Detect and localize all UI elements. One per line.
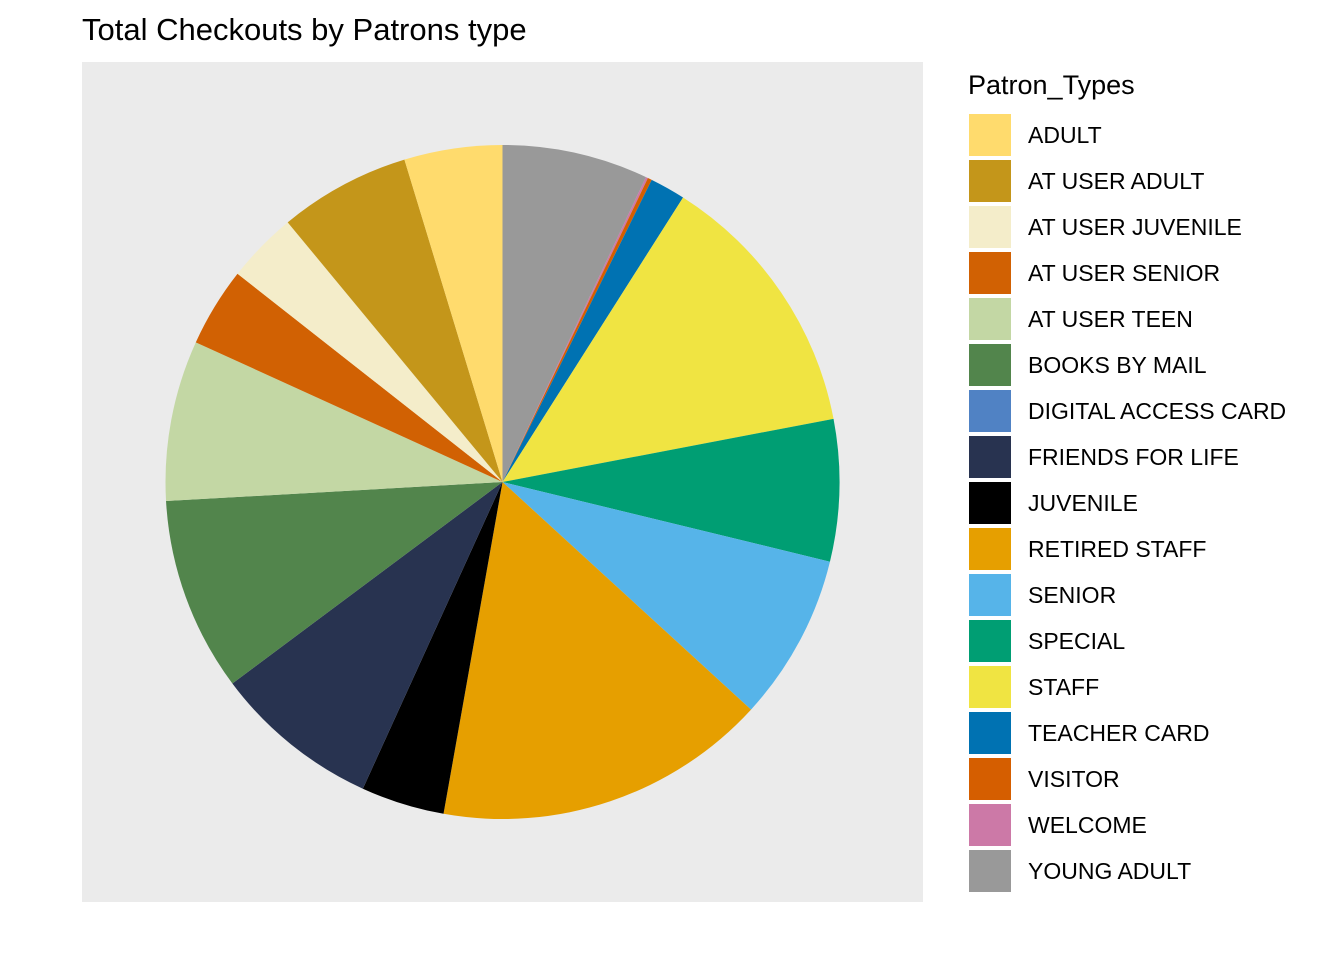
- legend-key-senior: [969, 574, 1011, 616]
- pie-slice-special: [502, 418, 840, 562]
- legend-label: AT USER JUVENILE: [1028, 214, 1242, 240]
- legend-key-welcome: [969, 804, 1011, 846]
- pie-chart: [165, 145, 840, 819]
- legend-item-retired-staff: RETIRED STAFF: [968, 526, 1286, 572]
- legend-label: JUVENILE: [1028, 490, 1138, 516]
- legend-key-staff: [969, 666, 1011, 708]
- pie-slice-at-user-teen: [165, 342, 503, 502]
- legend-item-at-user-juvenile: AT USER JUVENILE: [968, 204, 1286, 250]
- pie-slice-retired-staff: [443, 482, 752, 819]
- legend-label: VISITOR: [1028, 766, 1120, 792]
- legend-key-teacher-card: [969, 712, 1011, 754]
- pie-slice-at-user-senior: [195, 273, 503, 482]
- legend-key-adult: [969, 114, 1011, 156]
- legend-key-juvenile: [969, 482, 1011, 524]
- chart-title: Total Checkouts by Patrons type: [82, 12, 527, 47]
- legend-key-at-user-senior: [969, 252, 1011, 294]
- pie-slice-welcome: [502, 177, 648, 482]
- legend-label: AT USER TEEN: [1028, 306, 1193, 332]
- legend-label: AT USER SENIOR: [1028, 260, 1221, 286]
- pie-slice-at-user-juvenile: [237, 222, 503, 482]
- pie-slice-teacher-card: [502, 179, 684, 482]
- pie-slice-staff: [502, 197, 834, 482]
- legend-item-special: SPECIAL: [968, 618, 1286, 664]
- plot-panel: [82, 62, 923, 902]
- pie-slice-adult: [404, 145, 503, 482]
- legend-key-visitor: [969, 758, 1011, 800]
- legend-item-teacher-card: TEACHER CARD: [968, 710, 1286, 756]
- legend-label: DIGITAL ACCESS CARD: [1028, 398, 1287, 424]
- pie-slice-senior: [502, 482, 830, 710]
- legend-item-at-user-senior: AT USER SENIOR: [968, 250, 1286, 296]
- legend-key-digital-access-card: [969, 390, 1011, 432]
- pie-slice-at-user-adult: [287, 159, 503, 482]
- legend-item-staff: STAFF: [968, 664, 1286, 710]
- legend-label: RETIRED STAFF: [1028, 536, 1207, 562]
- legend-item-friends-for-life: FRIENDS FOR LIFE: [968, 434, 1286, 480]
- legend-label: SENIOR: [1028, 582, 1117, 608]
- legend-item-young-adult: YOUNG ADULT: [968, 848, 1286, 894]
- legend-item-books-by-mail: BOOKS BY MAIL: [968, 342, 1286, 388]
- legend-item-adult: ADULT: [968, 112, 1286, 158]
- legend-item-digital-access-card: DIGITAL ACCESS CARD: [968, 388, 1286, 434]
- pie-slice-juvenile: [362, 482, 503, 814]
- legend-label: AT USER ADULT: [1028, 168, 1205, 194]
- legend-key-at-user-teen: [969, 298, 1011, 340]
- legend-key-friends-for-life: [969, 436, 1011, 478]
- pie-slice-friends-for-life: [232, 482, 503, 789]
- legend-label: WELCOME: [1028, 812, 1147, 838]
- legend-label: FRIENDS FOR LIFE: [1028, 444, 1239, 470]
- legend-item-at-user-adult: AT USER ADULT: [968, 158, 1286, 204]
- legend-label: ADULT: [1028, 122, 1102, 148]
- legend-label: YOUNG ADULT: [1028, 858, 1192, 884]
- legend-item-juvenile: JUVENILE: [968, 480, 1286, 526]
- legend-key-retired-staff: [969, 528, 1011, 570]
- legend-label: STAFF: [1028, 674, 1100, 700]
- legend-key-at-user-juvenile: [969, 206, 1011, 248]
- legend-label: BOOKS BY MAIL: [1028, 352, 1207, 378]
- legend-label: SPECIAL: [1028, 628, 1126, 654]
- legend-title: Patron_Types: [968, 70, 1135, 100]
- legend-label: TEACHER CARD: [1028, 720, 1210, 746]
- legend: Patron_Types ADULT AT USER ADULT AT USER J…: [968, 68, 1286, 894]
- legend-item-welcome: WELCOME: [968, 802, 1286, 848]
- pie-slice-visitor: [502, 177, 652, 482]
- legend-key-books-by-mail: [969, 344, 1011, 386]
- legend-items: ADULT AT USER ADULT AT USER JUVENILE AT USE…: [968, 112, 1286, 894]
- pie-slice-books-by-mail: [166, 482, 503, 684]
- legend-key-special: [969, 620, 1011, 662]
- legend-item-senior: SENIOR: [968, 572, 1286, 618]
- legend-item-at-user-teen: AT USER TEEN: [968, 296, 1286, 342]
- legend-key-young-adult: [969, 850, 1011, 892]
- pie-slice-young-adult: [502, 145, 646, 482]
- legend-key-at-user-adult: [969, 160, 1011, 202]
- legend-item-visitor: VISITOR: [968, 756, 1286, 802]
